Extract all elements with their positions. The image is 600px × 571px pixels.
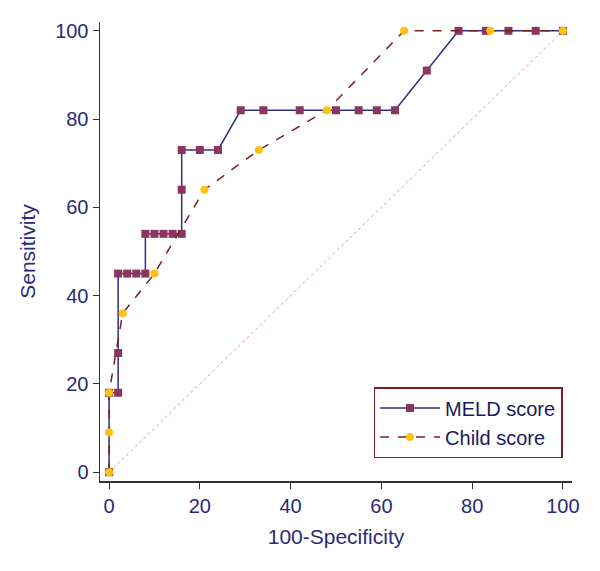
svg-text:100: 100 xyxy=(55,20,88,42)
svg-text:0: 0 xyxy=(104,495,115,517)
svg-text:80: 80 xyxy=(461,495,483,517)
svg-text:20: 20 xyxy=(189,495,211,517)
svg-text:Sensitivity: Sensitivity xyxy=(16,204,39,299)
svg-text:100-Specificity: 100-Specificity xyxy=(268,525,405,548)
svg-text:40: 40 xyxy=(66,285,88,307)
svg-text:20: 20 xyxy=(66,373,88,395)
svg-text:100: 100 xyxy=(546,495,579,517)
svg-text:0: 0 xyxy=(77,461,88,483)
svg-text:80: 80 xyxy=(66,108,88,130)
svg-text:Child score: Child score xyxy=(445,427,545,449)
svg-text:60: 60 xyxy=(370,495,392,517)
svg-text:40: 40 xyxy=(279,495,301,517)
svg-text:MELD score: MELD score xyxy=(445,398,555,420)
svg-text:60: 60 xyxy=(66,196,88,218)
